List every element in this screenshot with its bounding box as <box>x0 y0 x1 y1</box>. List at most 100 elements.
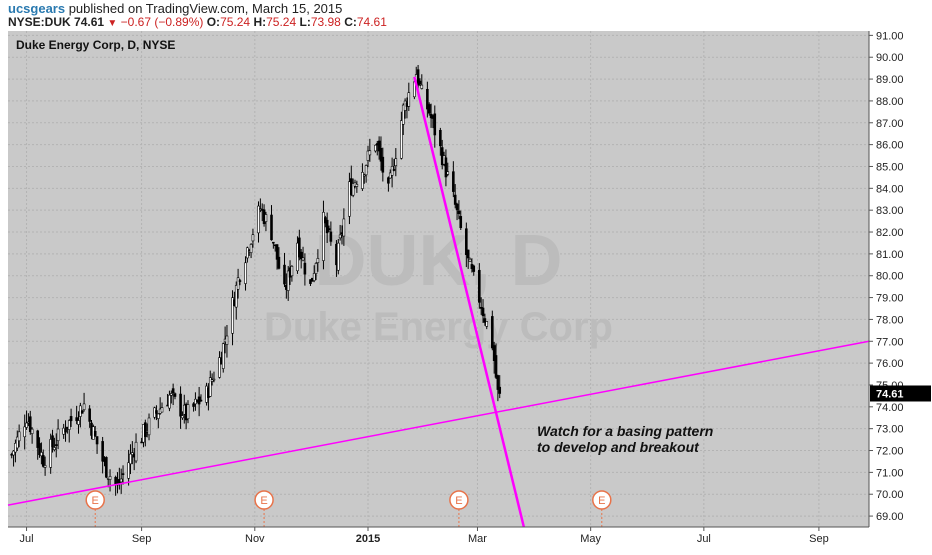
candle-body <box>88 408 91 422</box>
earnings-marker-label: E <box>598 495 605 507</box>
low-label: L: <box>299 15 311 29</box>
candle-body <box>338 234 342 239</box>
candle-body <box>439 129 442 147</box>
price-tick-label: 70.00 <box>876 489 904 501</box>
close-value: 74.61 <box>356 15 387 29</box>
candle-body <box>129 453 132 465</box>
candle-body <box>459 216 463 229</box>
candle-body <box>218 357 221 378</box>
candle-body <box>160 407 164 413</box>
earnings-marker-label: E <box>260 495 267 507</box>
candle-body <box>377 140 381 152</box>
price-change: −0.67 (−0.89%) <box>120 15 204 29</box>
ohlc-line: NYSE:DUK 74.61 ▼ −0.67 (−0.89%) O:75.24 … <box>8 15 387 29</box>
earnings-marker <box>449 490 469 510</box>
price-tick-label: 89.00 <box>876 74 904 86</box>
candle-body <box>199 399 203 402</box>
chart-header: ucsgears published on TradingView.com, M… <box>8 0 928 30</box>
candle-body <box>390 166 394 176</box>
candle-body <box>446 171 450 175</box>
down-arrow-icon: ▼ <box>107 18 118 29</box>
candle-body <box>257 205 260 234</box>
candle-body <box>394 158 398 167</box>
high-label: H: <box>253 15 267 29</box>
price-tick-label: 81.00 <box>876 249 904 261</box>
candle-body <box>303 262 307 275</box>
candle-body <box>157 413 160 419</box>
candle-body <box>299 251 303 260</box>
candle-body <box>181 415 184 419</box>
price-tick-label: 86.00 <box>876 140 904 152</box>
candle-body <box>361 172 364 189</box>
price-axis-background <box>869 29 932 529</box>
price-tick-label: 87.00 <box>876 118 904 130</box>
gridlines <box>8 31 869 527</box>
candle-body <box>348 181 351 217</box>
candle-body <box>155 410 158 414</box>
candle-body <box>453 194 457 205</box>
candle-body <box>12 450 15 456</box>
candle-body <box>455 203 459 211</box>
price-tick-label: 90.00 <box>876 52 904 64</box>
candle-body <box>244 262 247 284</box>
candle-body <box>210 379 214 382</box>
candle-body <box>147 417 151 436</box>
price-axis: 69.0070.0071.0072.0073.0074.0075.0076.00… <box>868 29 932 529</box>
candle-body <box>179 393 182 417</box>
symbol-label[interactable]: NYSE:DUK <box>8 15 71 29</box>
low-value: 73.98 <box>310 15 341 29</box>
candle-body <box>270 214 273 241</box>
candle-body <box>314 263 318 274</box>
candle-body <box>95 436 99 445</box>
price-tick-label: 78.00 <box>876 314 904 326</box>
candle-body <box>478 269 481 303</box>
time-tick-label: Sep <box>132 533 152 545</box>
candle-body <box>208 377 212 397</box>
plot-background <box>8 31 869 527</box>
candle-body <box>23 426 27 438</box>
candle-body <box>336 242 340 271</box>
price-tick-label: 82.00 <box>876 227 904 239</box>
time-tick-label: Mar <box>468 533 487 545</box>
candle-body <box>420 84 424 89</box>
candle-body <box>366 150 370 161</box>
price-tick-label: 91.00 <box>876 30 904 42</box>
candle-body <box>316 258 320 264</box>
candle-body <box>496 375 500 390</box>
candle-body <box>491 316 494 349</box>
candle-body <box>49 439 52 468</box>
candle-body <box>93 430 97 436</box>
candle-body <box>121 473 125 475</box>
candle-body <box>105 457 108 478</box>
candle-body <box>127 462 130 479</box>
candle-body <box>15 436 19 449</box>
candle-body <box>286 270 290 291</box>
candle-body <box>277 256 281 269</box>
candle-body <box>17 431 21 442</box>
author-link[interactable]: ucsgears <box>8 1 66 16</box>
last-price: 74.61 <box>74 15 105 29</box>
candle-body <box>238 280 242 282</box>
candle-body <box>69 416 73 422</box>
time-axis-background <box>0 527 932 550</box>
trendline-downtrend <box>413 76 526 528</box>
candle-body <box>75 417 78 422</box>
candle-body <box>466 249 470 259</box>
candle-body <box>246 247 249 259</box>
high-value: 75.24 <box>266 15 297 29</box>
candle-body <box>171 388 175 393</box>
price-tick-label: 85.00 <box>876 161 904 173</box>
candle-body <box>401 104 405 125</box>
candle-body <box>298 237 301 258</box>
candle-body <box>108 476 112 480</box>
candle-body <box>392 169 396 171</box>
candle-body <box>364 165 368 176</box>
candle-body <box>51 435 54 448</box>
trendlines <box>7 76 870 528</box>
candle-body <box>342 218 346 237</box>
earnings-marker <box>254 490 274 510</box>
candle-body <box>400 120 403 159</box>
